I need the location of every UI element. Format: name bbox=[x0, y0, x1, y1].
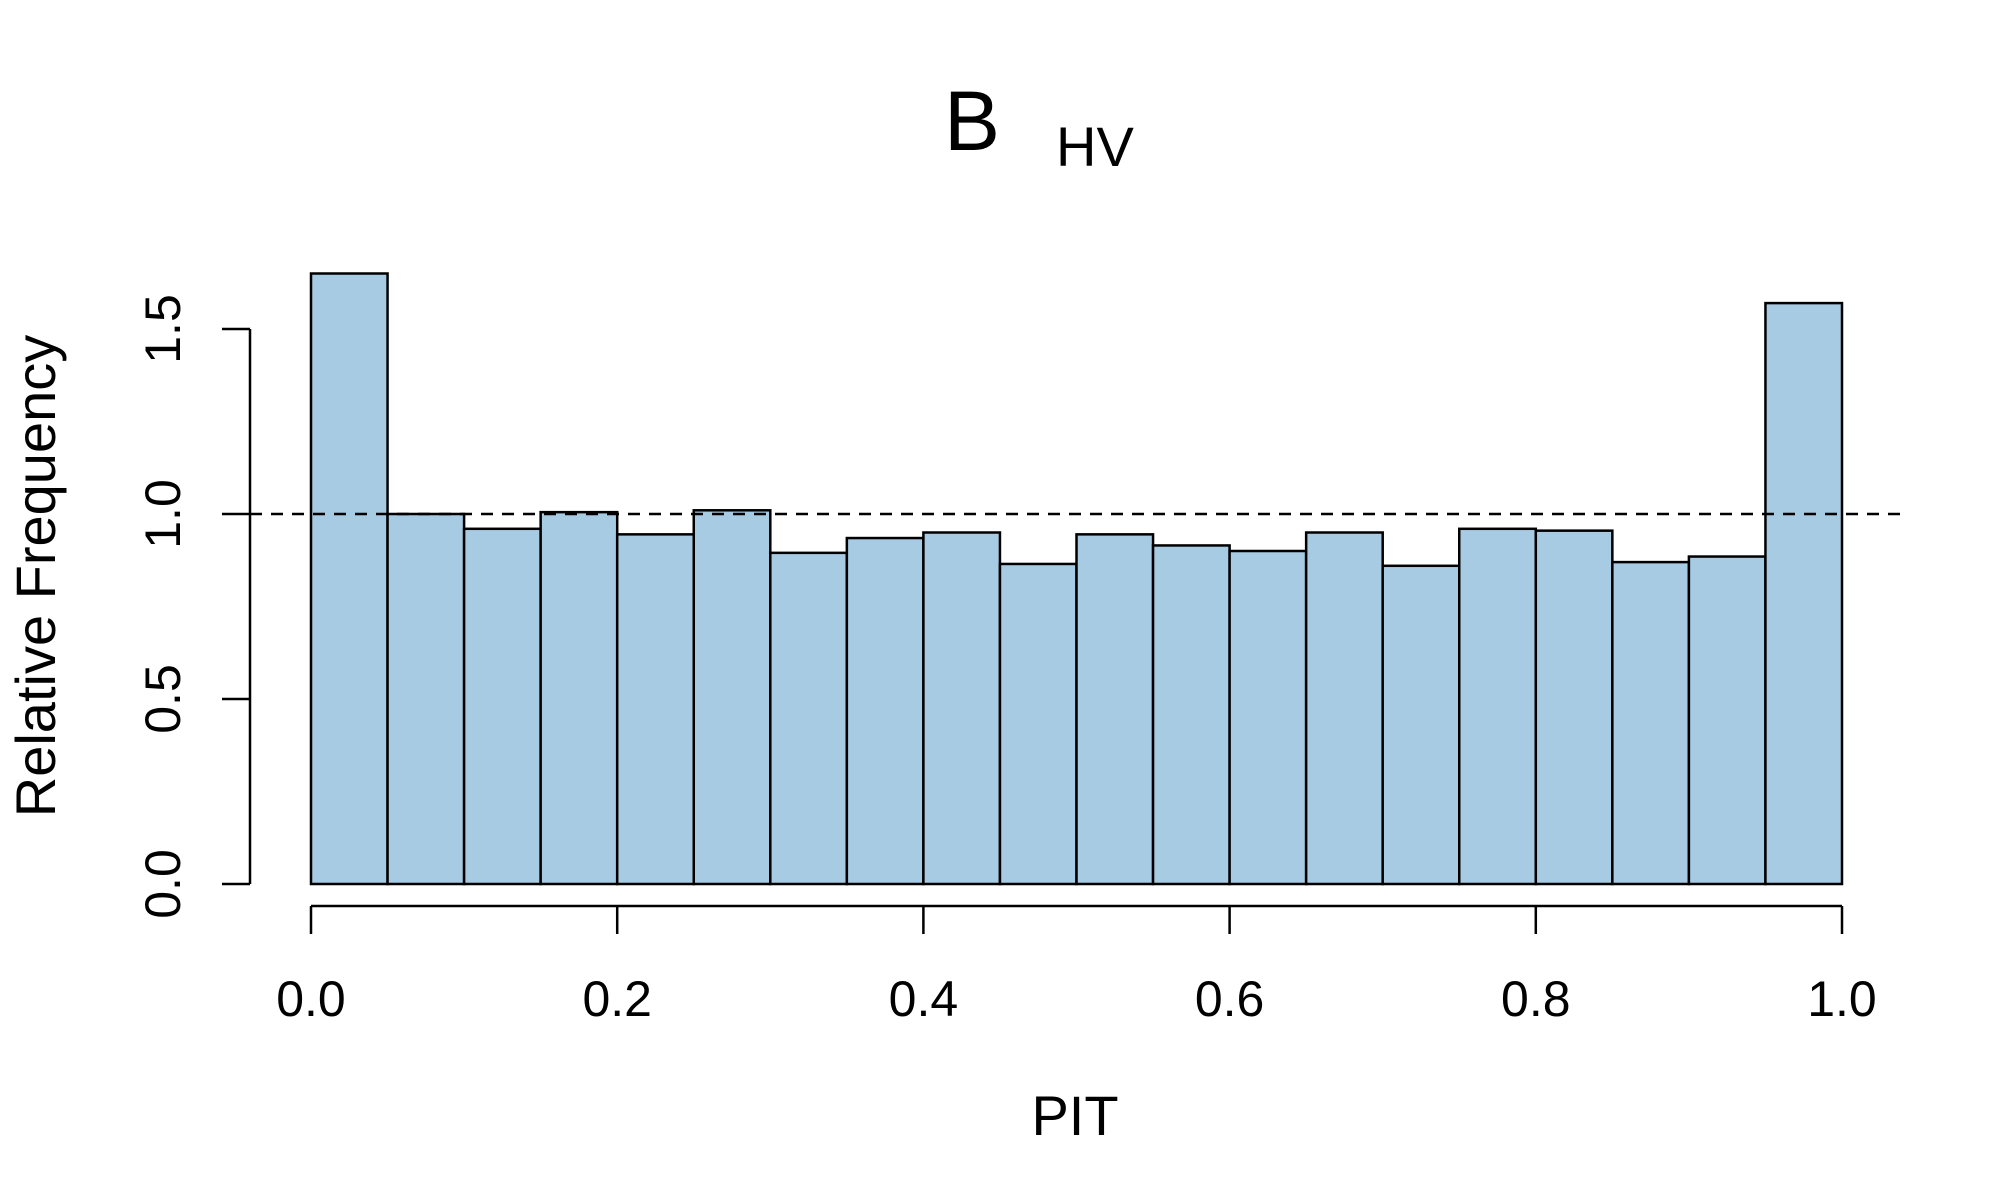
y-axis-title: Relative Frequency bbox=[4, 335, 67, 817]
x-tick-label-0: 0.0 bbox=[276, 971, 346, 1027]
x-axis: 0.0 0.2 0.4 0.6 0.8 1.0 bbox=[276, 904, 1877, 1027]
histogram-bar-17 bbox=[1534, 529, 1614, 886]
y-axis: 0.0 0.5 1.0 1.5 bbox=[135, 294, 252, 919]
histogram-bar-5 bbox=[615, 533, 696, 886]
histogram-bar-2 bbox=[386, 512, 466, 886]
x-tick-label-3: 0.6 bbox=[1195, 971, 1265, 1027]
y-tick-label-3: 1.5 bbox=[135, 294, 191, 364]
histogram-bar-11 bbox=[1075, 533, 1155, 886]
x-axis-title: PIT bbox=[1031, 1084, 1118, 1147]
histogram-bar-7 bbox=[769, 551, 849, 886]
y-tick-label-1: 0.5 bbox=[135, 664, 191, 734]
histogram-bar-4 bbox=[539, 510, 619, 886]
x-axis-ticks: 0.0 0.2 0.4 0.6 0.8 1.0 bbox=[276, 906, 1877, 1027]
histogram-bar-19 bbox=[1687, 555, 1767, 886]
histogram-bar-20 bbox=[1764, 301, 1844, 886]
x-tick-label-1: 0.2 bbox=[582, 971, 652, 1027]
histogram-bars bbox=[309, 272, 1844, 886]
y-axis-ticks: 0.0 0.5 1.0 1.5 bbox=[135, 294, 250, 919]
histogram-bar-3 bbox=[462, 527, 542, 886]
histogram-bar-13 bbox=[1228, 549, 1308, 886]
histogram-bar-12 bbox=[1151, 544, 1231, 886]
chart-title-main: B bbox=[944, 74, 1000, 168]
histogram-bar-15 bbox=[1381, 564, 1461, 886]
histogram-bar-8 bbox=[845, 536, 925, 886]
chart-title-subscript: HV bbox=[1056, 115, 1134, 178]
histogram-bar-14 bbox=[1304, 531, 1384, 886]
histogram-bar-9 bbox=[922, 531, 1002, 886]
histogram-bar-1 bbox=[309, 272, 389, 886]
x-tick-label-2: 0.4 bbox=[889, 971, 959, 1027]
x-tick-label-4: 0.8 bbox=[1501, 971, 1571, 1027]
histogram-bar-6 bbox=[692, 509, 772, 886]
x-tick-label-5: 1.0 bbox=[1807, 971, 1877, 1027]
y-tick-label-0: 0.0 bbox=[135, 849, 191, 919]
histogram-bar-18 bbox=[1611, 560, 1691, 886]
histogram-bar-16 bbox=[1458, 527, 1538, 886]
histogram-bar-10 bbox=[998, 562, 1078, 886]
y-tick-label-2: 1.0 bbox=[135, 479, 191, 549]
chart-title: B bbox=[944, 74, 1000, 168]
